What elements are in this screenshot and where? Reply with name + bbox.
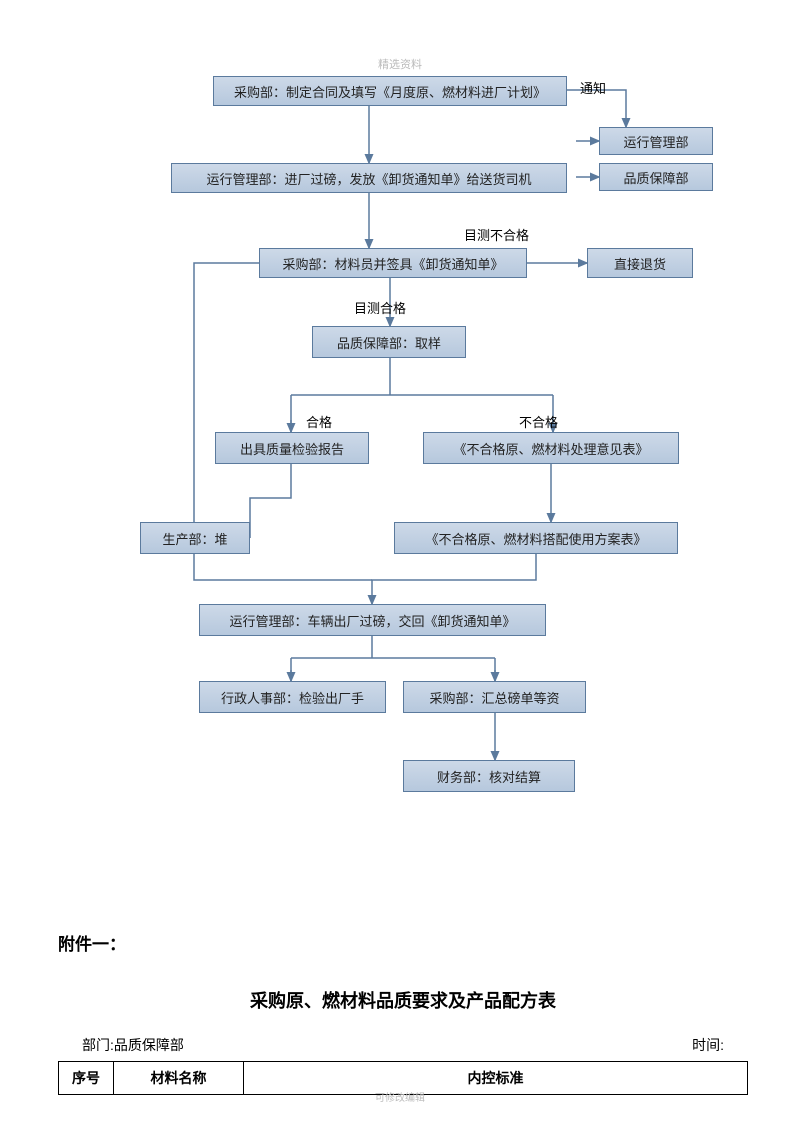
flow-node-n6: 直接退货 <box>587 248 693 278</box>
page-footer: 可修改编辑 <box>0 1089 800 1104</box>
flow-node-n3: 品质保障部 <box>599 163 713 191</box>
flow-node-n10: 生产部：堆 <box>140 522 250 554</box>
flow-label-l1: 通知 <box>580 78 606 97</box>
edge-e_n12split <box>291 636 495 681</box>
flow-node-n2: 运行管理部 <box>599 127 713 155</box>
flow-node-n7: 品质保障部：取样 <box>312 326 466 358</box>
attachment-title: 采购原、燃材料品质要求及产品配方表 <box>58 987 748 1013</box>
edge-e_side <box>194 263 259 538</box>
flow-node-n8: 出具质量检验报告 <box>215 432 369 464</box>
flow-label-l4: 合格 <box>306 412 332 431</box>
attachment-label: 附件一： <box>58 930 748 955</box>
edge-e_n8n10 <box>250 464 291 538</box>
flow-node-n4: 运行管理部：进厂过磅，发放《卸货通知单》给送货司机 <box>171 163 567 193</box>
flow-node-n1: 采购部：制定合同及填写《月度原、燃材料进厂计划》 <box>213 76 567 106</box>
flow-node-n12: 运行管理部：车辆出厂过磅，交回《卸货通知单》 <box>199 604 546 636</box>
flow-node-n5: 采购部：材料员并签具《卸货通知单》 <box>259 248 527 278</box>
flow-label-l3: 目测合格 <box>354 298 406 317</box>
flowchart-container: 采购部：制定合同及填写《月度原、燃材料进厂计划》运行管理部品质保障部运行管理部：… <box>0 0 800 900</box>
dept-line: 部门:品质保障部 <box>82 1035 184 1055</box>
flow-label-l5: 不合格 <box>519 412 558 431</box>
flow-node-n14: 采购部：汇总磅单等资 <box>403 681 586 713</box>
edge-e_n10n12 <box>194 554 372 580</box>
flow-node-n9: 《不合格原、燃材料处理意见表》 <box>423 432 679 464</box>
flow-label-l2: 目测不合格 <box>464 225 529 244</box>
flow-node-n11: 《不合格原、燃材料搭配使用方案表》 <box>394 522 678 554</box>
flow-node-n15: 财务部：核对结算 <box>403 760 575 792</box>
flow-node-n13: 行政人事部：检验出厂手 <box>199 681 386 713</box>
time-line: 时间: <box>692 1035 724 1055</box>
attachment-section: 附件一： 采购原、燃材料品质要求及产品配方表 部门:品质保障部 时间: 序号 材… <box>58 930 748 1095</box>
edge-e_n11n12 <box>372 554 536 604</box>
